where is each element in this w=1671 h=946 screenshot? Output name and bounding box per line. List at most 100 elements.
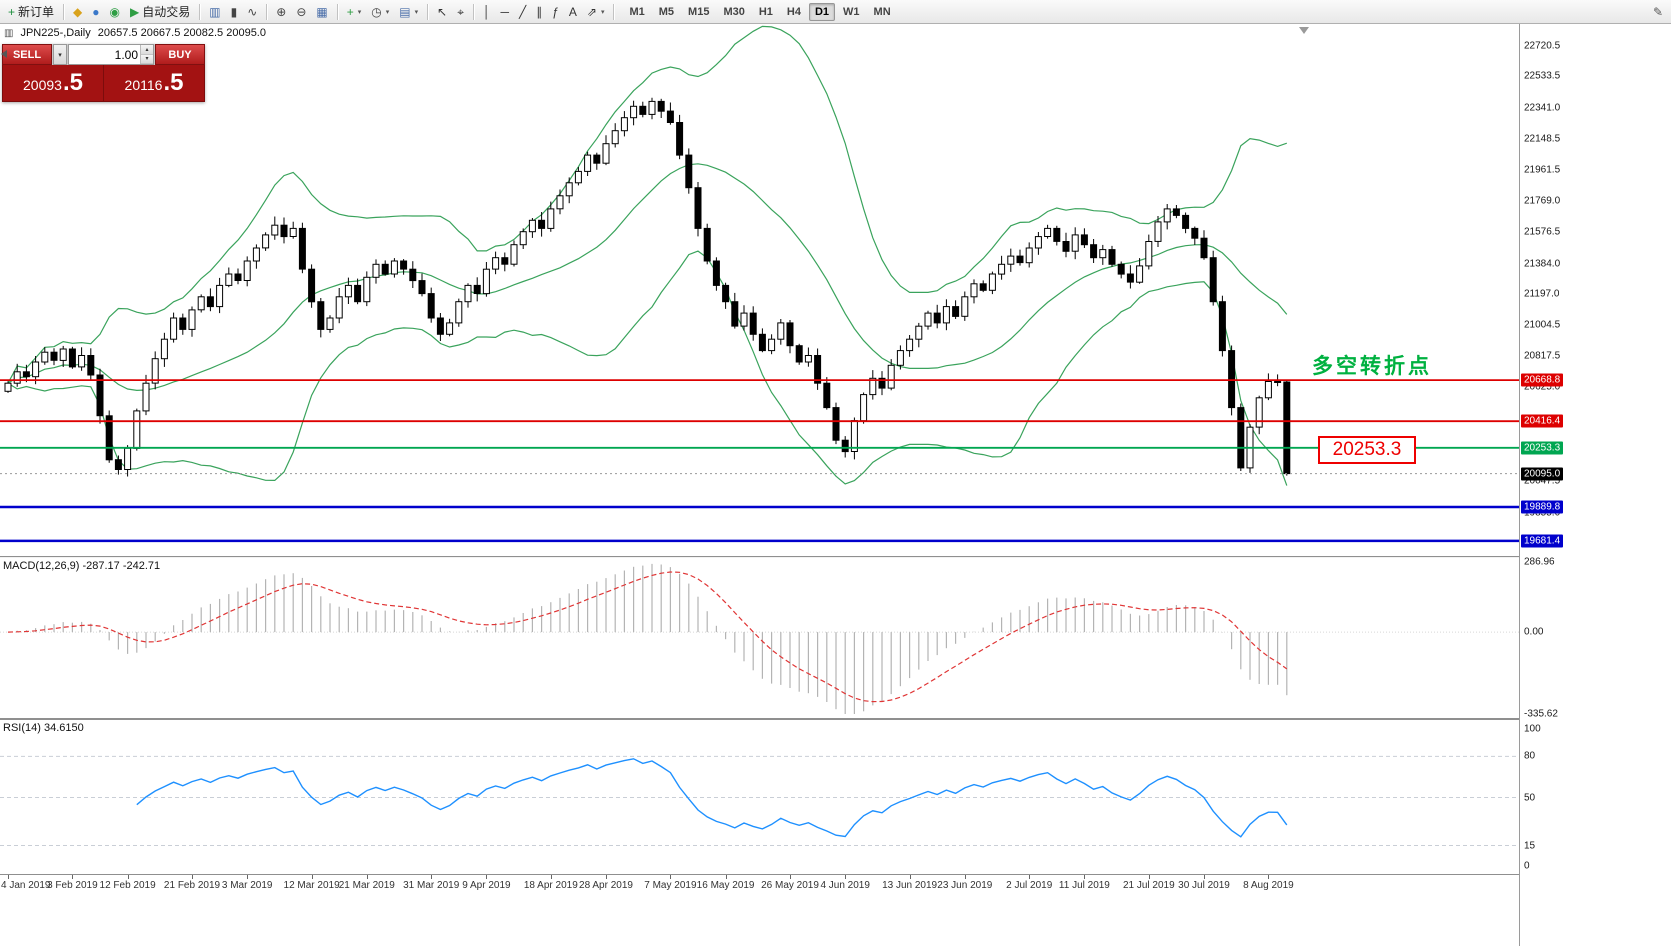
candle-body (942, 306, 950, 324)
turning-point-annotation[interactable]: 多空转折点 (1312, 355, 1432, 378)
tile-windows-button[interactable]: ▦ (311, 2, 332, 22)
buy-button[interactable]: BUY (155, 44, 205, 65)
chart-shift-marker[interactable] (1299, 27, 1309, 34)
channel-button[interactable]: ∥ (531, 2, 547, 22)
candle-body (685, 154, 693, 189)
candle-body (584, 154, 592, 172)
panel-separator[interactable] (0, 718, 1577, 720)
timeframe-d1-button[interactable]: D1 (808, 2, 836, 21)
date-tick (1148, 875, 1150, 879)
time-axis[interactable]: 4 Jan 2019 3 Feb 2019 12 Feb 2019 21 Feb 20… (0, 874, 1577, 894)
zoom-out-button[interactable]: ⊖ (291, 2, 311, 22)
price-annotation-box[interactable]: 20253.3 (1318, 436, 1416, 464)
candle-body (906, 338, 914, 352)
candle-body (1209, 257, 1217, 303)
strategy-tester-button[interactable]: ◉ (105, 2, 125, 22)
timeframe-m1-button[interactable]: M1 (629, 5, 645, 18)
sell-price[interactable]: 20093.5 (3, 71, 103, 95)
market-watch-icon: ● (92, 4, 100, 19)
y-axis-label: 21197.0 (1524, 288, 1560, 300)
candle-body (59, 348, 67, 361)
zoom-in-button[interactable]: ⊕ (271, 2, 291, 22)
timeframe-h4-button[interactable]: H4 (786, 5, 801, 18)
chart-ohlc-values: 20657.5 20667.5 20082.5 20095.0 (97, 27, 266, 39)
trendline-button[interactable]: ╱ (514, 2, 531, 22)
timeframe-m30-button[interactable]: M30 (723, 5, 745, 18)
candle-body (832, 407, 840, 441)
candle-body (1044, 227, 1052, 237)
candle-body (1182, 214, 1190, 229)
candle-body (510, 244, 518, 265)
timeframe-m15-button[interactable]: M15 (688, 5, 710, 18)
templates-button[interactable]: ▤ ▾ (394, 2, 423, 22)
market-watch-button[interactable]: ● (87, 2, 104, 22)
x-axis-label: 31 Mar 2019 (403, 880, 460, 891)
candle-body (648, 100, 656, 115)
panel-separator[interactable] (0, 556, 1577, 558)
bar-chart-button[interactable]: ▥ (204, 2, 225, 22)
zoom-in-icon: ⊕ (276, 4, 287, 19)
timeframe-mn-button[interactable]: MN (873, 5, 891, 18)
candle-body (501, 257, 509, 265)
sell-price-int: 20093 (23, 77, 62, 93)
candle-body (390, 260, 398, 275)
fibonacci-button[interactable]: ƒ (547, 2, 564, 22)
candle-body (528, 219, 536, 233)
y-axis-label: 21769.0 (1524, 195, 1561, 207)
horizontal-line-button[interactable]: ─ (495, 2, 514, 22)
timeframe-m5-button[interactable]: M5 (658, 5, 675, 18)
volume-field: ▴ ▾ (68, 44, 154, 65)
text-button[interactable]: A (564, 2, 582, 22)
indicators-button[interactable]: + ▾ (342, 2, 367, 22)
candle-body (400, 260, 408, 270)
symbols-button[interactable]: ◆ (68, 2, 87, 22)
edit-button[interactable]: ✎ (1648, 2, 1668, 22)
candle-body (409, 268, 417, 282)
price-axis[interactable]: 22720.5 22533.5 22341.0 22148.5 21961.5 21769… (1519, 24, 1577, 946)
cursor-button[interactable]: ↖ (432, 2, 452, 22)
macd-axis-label: 286.96 (1524, 556, 1555, 568)
rsi-axis-label: 80 (1524, 750, 1536, 762)
x-axis-label: 12 Feb 2019 (99, 880, 156, 891)
candle-body (574, 170, 582, 184)
candle-body (271, 224, 279, 236)
candlestick-chart-button[interactable]: ▮ (226, 2, 243, 22)
auto-trading-button[interactable]: ▶ 自动交易 (125, 2, 195, 22)
volume-input[interactable] (69, 45, 140, 64)
volume-dropdown-button[interactable]: ▾ (53, 44, 67, 65)
x-axis-label: 28 Apr 2019 (579, 880, 633, 891)
price-level-label: 20253.3 (1521, 441, 1564, 455)
candle-body (786, 322, 794, 347)
candle-body (841, 439, 849, 453)
candle-body (1071, 234, 1079, 252)
volume-increase-button[interactable]: ▴ (141, 45, 153, 55)
crosshair-button[interactable]: ⌖ (452, 2, 469, 22)
tile-windows-icon: ▦ (316, 4, 328, 19)
volume-decrease-button[interactable]: ▾ (141, 54, 153, 64)
rsi-chart (0, 755, 1519, 846)
candle-body (298, 227, 306, 270)
line-chart-button[interactable]: ∿ (242, 2, 262, 22)
new-order-button[interactable]: + 新订单 (3, 2, 59, 22)
candle-body (225, 273, 233, 286)
vertical-line-button[interactable]: │ (478, 2, 496, 22)
candle-body (363, 276, 371, 303)
candle-body (170, 317, 178, 340)
candle-body (482, 268, 490, 295)
candle-body (418, 280, 426, 295)
x-axis-label: 21 Jul 2019 (1122, 880, 1175, 891)
periods-button[interactable]: ◷ ▾ (366, 2, 394, 22)
timeframe-h1-button[interactable]: H1 (758, 5, 773, 18)
date-tick (72, 875, 74, 879)
main-chart-panel[interactable]: ▥ JPN225-,Daily 20657.5 20667.5 20082.5 … (0, 24, 1519, 556)
sell-button[interactable]: SELL (2, 44, 52, 65)
buy-price[interactable]: 20116.5 (104, 71, 204, 95)
x-axis-label: 26 May 2019 (761, 880, 819, 891)
one-click-collapse-arrow[interactable] (1, 50, 7, 58)
candle-body (317, 301, 325, 330)
candle-body (446, 322, 454, 335)
date-tick (1204, 875, 1205, 879)
arrows-button[interactable]: ⇗ ▾ (582, 2, 610, 22)
timeframe-w1-button[interactable]: W1 (843, 5, 860, 18)
candle-body (887, 364, 895, 389)
